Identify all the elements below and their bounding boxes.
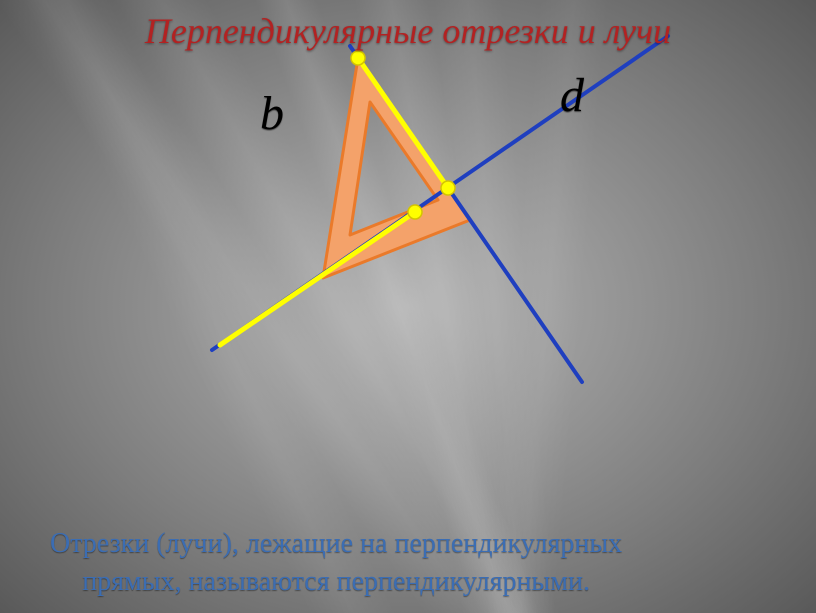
slide-title: Перпендикулярные отрезки и лучи [145, 10, 671, 52]
endpoint-dot [351, 51, 365, 65]
definition-text: Отрезки (лучи), лежащие на перпендикуляр… [50, 525, 622, 601]
endpoint-dot [441, 181, 455, 195]
geometry-canvas [0, 0, 816, 613]
definition-line2: прямых, называются перпендикулярными. [82, 566, 590, 597]
ruler-triangle [323, 58, 470, 278]
endpoint-dots [351, 51, 455, 219]
endpoint-dot [408, 205, 422, 219]
yellow-ray-d [220, 212, 415, 345]
line-b [350, 46, 582, 382]
line-label-d: d [560, 68, 584, 123]
yellow-segment-b [358, 58, 448, 188]
background-rays [0, 0, 816, 613]
definition-line1: Отрезки (лучи), лежащие на перпендикуляр… [50, 528, 622, 559]
line-label-b: b [260, 86, 284, 141]
line-d [212, 36, 668, 350]
